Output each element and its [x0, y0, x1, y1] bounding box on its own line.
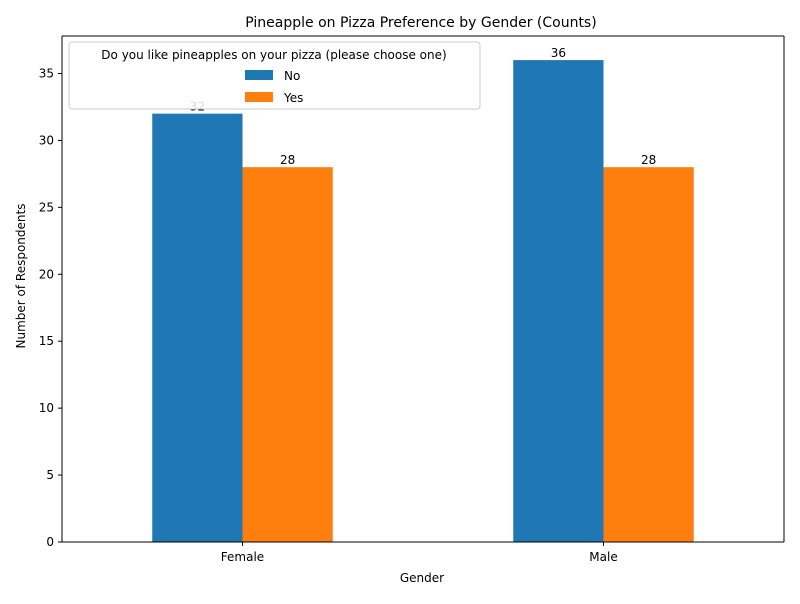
- legend-label-yes: Yes: [283, 91, 303, 105]
- legend-swatch-no: [245, 70, 273, 80]
- y-tick-label: 25: [39, 200, 54, 214]
- x-axis-label: Gender: [400, 571, 444, 585]
- y-tick-label: 15: [39, 334, 54, 348]
- data-label-yes-female: 28: [280, 153, 295, 167]
- bar-yes-female: [242, 167, 333, 542]
- y-tick-label: 30: [39, 133, 54, 147]
- plot-area: 32283628: [152, 46, 694, 543]
- x-tick-label: Male: [589, 550, 617, 564]
- data-label-no-male: 36: [551, 46, 566, 60]
- legend-swatch-yes: [245, 92, 273, 102]
- axes: 0 5 10 15 20 25 30 35 Female Male: [39, 35, 785, 564]
- y-tick-label: 35: [39, 66, 54, 80]
- bar-no-male: [513, 60, 604, 542]
- y-tick-label: 5: [46, 468, 54, 482]
- y-axis-label: Number of Respondents: [14, 204, 28, 349]
- legend: Do you like pineapples on your pizza (pl…: [68, 41, 481, 110]
- chart-title: Pineapple on Pizza Preference by Gender …: [245, 15, 596, 31]
- legend-title: Do you like pineapples on your pizza (pl…: [101, 48, 446, 62]
- bar-yes-male: [603, 167, 694, 542]
- legend-label-no: No: [284, 69, 300, 83]
- y-tick-label: 10: [39, 401, 54, 415]
- data-label-yes-male: 28: [641, 153, 656, 167]
- y-tick-label: 0: [46, 535, 54, 549]
- legend-frame: [68, 41, 481, 110]
- x-tick-label: Female: [221, 550, 264, 564]
- bar-no-female: [152, 113, 243, 543]
- y-tick-label: 20: [39, 267, 54, 281]
